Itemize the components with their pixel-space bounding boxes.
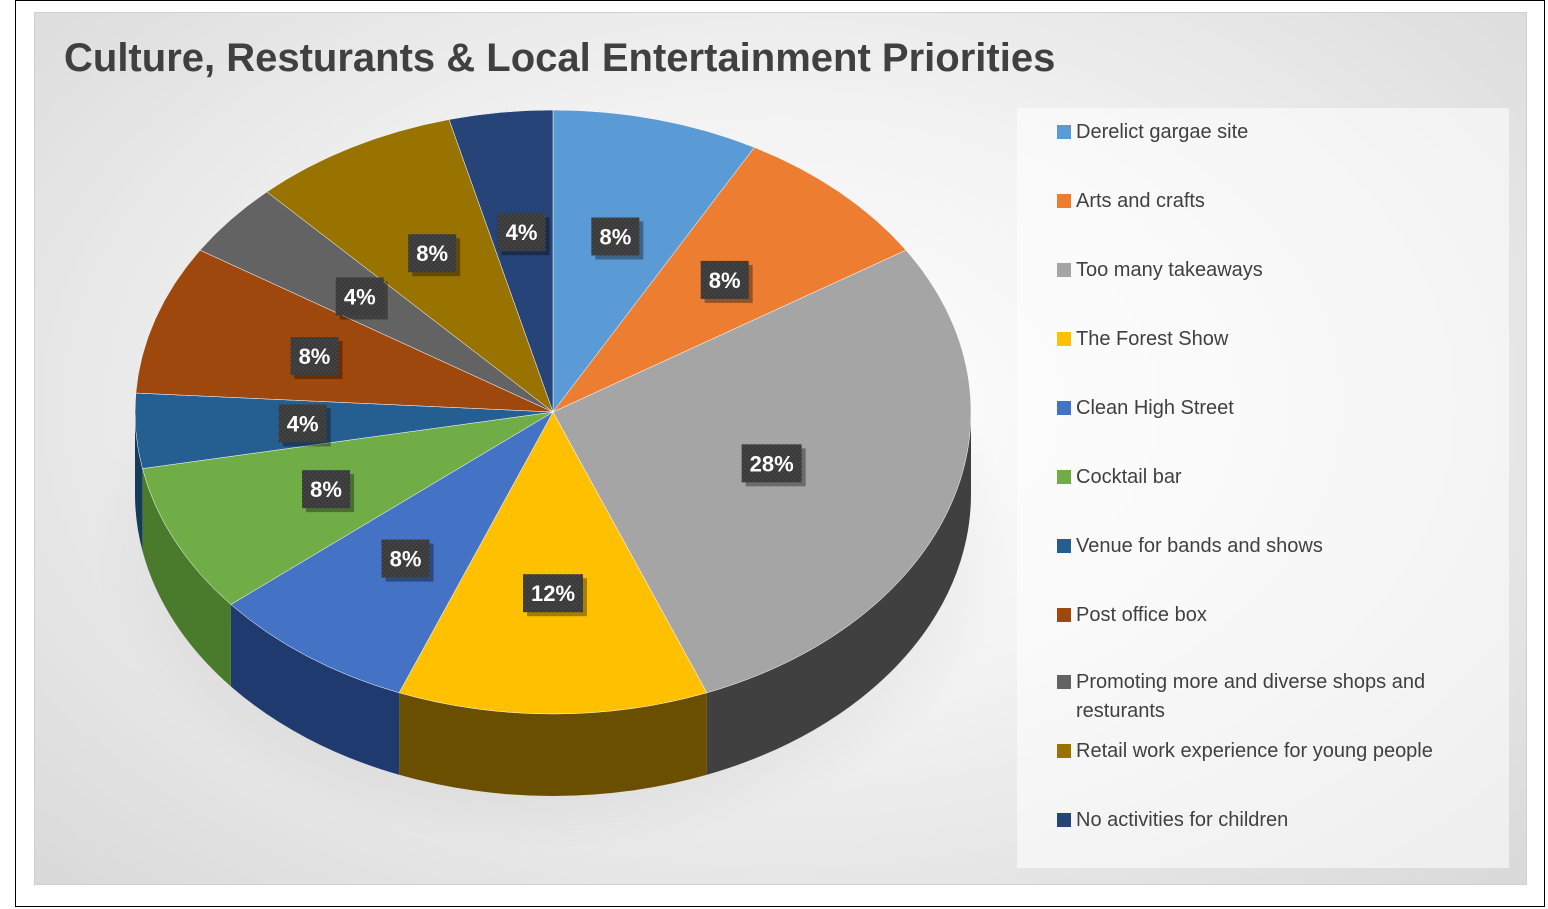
pie-data-labels: 8% 8% 28% 12% 8% 8% 4% 8% 4% 8% 4% [278,213,806,617]
legend-item-post-office-box: Post office box [1057,601,1497,630]
legend-swatch [1057,401,1071,415]
chart-title: Culture, Resturants & Local Entertainmen… [64,36,1056,80]
data-label-too-many-takeaways: 28% [741,444,806,487]
legend-swatch [1057,608,1071,622]
pie-tops [134,109,972,715]
legend-swatch [1057,194,1071,208]
legend-item-cocktail-bar: Cocktail bar [1057,463,1497,492]
legend-label: Promoting more and diverse shops and res… [1076,671,1426,722]
legend-item-the-forest-show: The Forest Show [1057,325,1497,354]
legend-swatch [1057,744,1071,758]
legend-item-venue-for-bands-and-shows: Venue for bands and shows [1057,532,1497,561]
legend: Derelict gargae site Arts and crafts Too m… [1017,108,1509,868]
legend-label: Arts and crafts [1076,190,1205,212]
legend-item-derelict-gargae-site: Derelict gargae site [1057,118,1497,147]
data-label-venue-for-bands-and-shows: 4% [278,404,331,447]
svg-text:8%: 8% [416,241,448,266]
legend-swatch [1057,675,1071,689]
svg-text:4%: 4% [287,411,319,436]
legend-label: No activities for children [1076,809,1289,831]
legend-swatch [1057,332,1071,346]
data-label-clean-high-street: 8% [381,539,434,582]
data-label-post-office-box: 8% [290,337,343,380]
legend-swatch [1057,125,1071,139]
legend-label: Retail work experience for young people [1076,740,1433,762]
data-label-retail-work-experience-for-young-people: 8% [408,234,461,277]
legend-swatch [1057,539,1071,553]
pie-side-venue-for-bands-and-shows [135,412,143,551]
pie-slice-cocktail-bar [142,411,554,605]
pie-side-clean-high-street [230,604,400,775]
svg-text:12%: 12% [531,581,575,606]
pie-slice-derelict-gargae-site [552,109,755,413]
svg-text:8%: 8% [390,547,422,572]
legend-item-too-many-takeaways: Too many takeaways [1057,256,1497,285]
pie-slice-the-forest-show [398,411,708,715]
pie-slice-post-office-box [135,249,554,413]
svg-text:4%: 4% [506,220,538,245]
svg-text:8%: 8% [310,477,342,502]
svg-text:28%: 28% [750,451,794,476]
legend-label: Venue for bands and shows [1076,535,1323,557]
legend-item-no-activities-for-children: No activities for children [1057,806,1497,835]
data-label-no-activities-for-children: 4% [497,213,550,256]
legend-label: The Forest Show [1076,328,1229,350]
legend-label: Too many takeaways [1076,259,1263,281]
legend-item-arts-and-crafts: Arts and crafts [1057,187,1497,216]
pie-slice-no-activities-for-children [448,109,554,413]
data-label-the-forest-show: 12% [523,574,587,617]
legend-label: Derelict gargae site [1076,121,1249,143]
legend-swatch [1057,813,1071,827]
data-label-cocktail-bar: 8% [302,470,355,513]
data-label-derelict-gargae-site: 8% [591,217,644,260]
legend-swatch [1057,470,1071,484]
legend-item-clean-high-street: Clean High Street [1057,394,1497,423]
svg-text:8%: 8% [599,224,631,249]
legend-label: Cocktail bar [1076,466,1182,488]
svg-text:8%: 8% [299,344,331,369]
data-label-promoting-more-and-diverse-shops-and-resturants: 4% [335,277,388,320]
legend-swatch [1057,263,1071,277]
svg-text:4%: 4% [344,284,376,309]
legend-item-promoting-more-and-diverse-shops-and-resturants: Promoting more and diverse shops and res… [1057,668,1497,726]
pie-side-cocktail-bar [142,468,231,687]
legend-label: Clean High Street [1076,397,1234,419]
legend-item-retail-work-experience-for-young-people: Retail work experience for young people [1057,737,1497,766]
data-label-arts-and-crafts: 8% [700,260,753,303]
svg-text:8%: 8% [709,268,741,293]
pie-side-too-many-takeaways [706,412,971,775]
pie-side-the-forest-show [399,692,707,796]
pie-sides [135,412,971,796]
legend-label: Post office box [1076,604,1207,626]
